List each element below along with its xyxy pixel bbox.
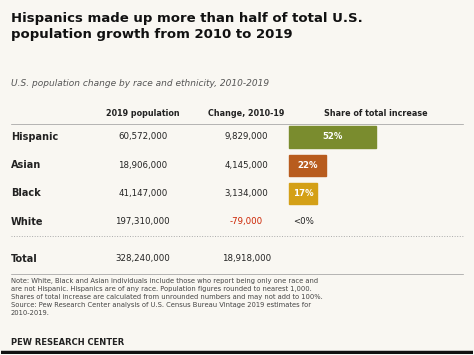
Text: 60,572,000: 60,572,000 xyxy=(118,132,167,142)
Text: 22%: 22% xyxy=(297,161,318,170)
Text: 9,829,000: 9,829,000 xyxy=(225,132,268,142)
Text: Note: White, Black and Asian individuals include those who report being only one: Note: White, Black and Asian individuals… xyxy=(11,278,323,316)
Text: Hispanic: Hispanic xyxy=(11,132,58,142)
Text: Black: Black xyxy=(11,189,41,198)
Text: 18,906,000: 18,906,000 xyxy=(118,161,167,170)
Text: 3,134,000: 3,134,000 xyxy=(225,189,268,198)
Text: White: White xyxy=(11,217,43,226)
Text: -79,000: -79,000 xyxy=(230,217,263,226)
Text: U.S. population change by race and ethnicity, 2010-2019: U.S. population change by race and ethni… xyxy=(11,79,269,88)
FancyBboxPatch shape xyxy=(289,155,326,176)
Text: Hispanics made up more than half of total U.S.
population growth from 2010 to 20: Hispanics made up more than half of tota… xyxy=(11,12,363,41)
FancyBboxPatch shape xyxy=(289,126,376,148)
Text: PEW RESEARCH CENTER: PEW RESEARCH CENTER xyxy=(11,338,124,346)
FancyBboxPatch shape xyxy=(289,183,317,204)
Text: Total: Total xyxy=(11,253,37,263)
Text: 18,918,000: 18,918,000 xyxy=(222,254,271,263)
Text: 17%: 17% xyxy=(293,189,313,198)
Text: <0%: <0% xyxy=(293,217,314,226)
Text: 4,145,000: 4,145,000 xyxy=(225,161,268,170)
Text: 328,240,000: 328,240,000 xyxy=(115,254,170,263)
Text: Asian: Asian xyxy=(11,160,41,170)
Text: 52%: 52% xyxy=(322,132,343,142)
Text: Share of total increase: Share of total increase xyxy=(324,109,428,118)
Text: Change, 2010-19: Change, 2010-19 xyxy=(208,109,284,118)
Text: 2019 population: 2019 population xyxy=(106,109,180,118)
Text: 41,147,000: 41,147,000 xyxy=(118,189,167,198)
Text: 197,310,000: 197,310,000 xyxy=(116,217,170,226)
